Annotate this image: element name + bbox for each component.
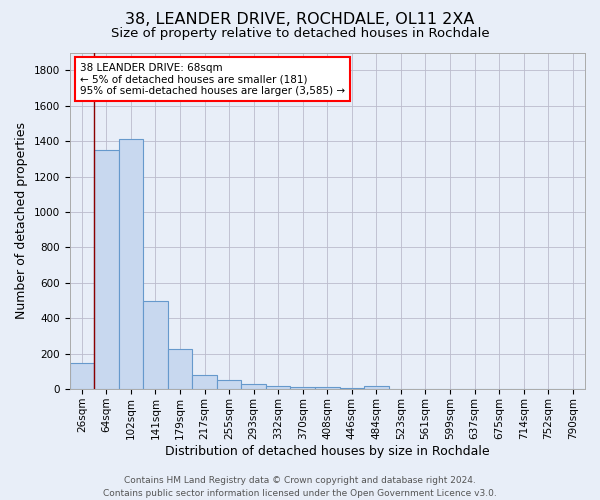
Text: 38, LEANDER DRIVE, ROCHDALE, OL11 2XA: 38, LEANDER DRIVE, ROCHDALE, OL11 2XA: [125, 12, 475, 28]
Bar: [143, 302, 168, 389]
Bar: [217, 380, 241, 389]
Y-axis label: Number of detached properties: Number of detached properties: [15, 122, 28, 320]
Text: Size of property relative to detached houses in Rochdale: Size of property relative to detached ho…: [110, 28, 490, 40]
Bar: [94, 150, 119, 389]
Bar: [364, 386, 389, 389]
Bar: [119, 140, 143, 389]
Text: 38 LEANDER DRIVE: 68sqm
← 5% of detached houses are smaller (181)
95% of semi-de: 38 LEANDER DRIVE: 68sqm ← 5% of detached…: [80, 62, 345, 96]
Bar: [168, 350, 192, 389]
Bar: [340, 388, 364, 389]
Text: Contains HM Land Registry data © Crown copyright and database right 2024.
Contai: Contains HM Land Registry data © Crown c…: [103, 476, 497, 498]
Bar: [290, 388, 315, 389]
Bar: [70, 364, 94, 389]
X-axis label: Distribution of detached houses by size in Rochdale: Distribution of detached houses by size …: [165, 444, 490, 458]
Bar: [315, 387, 340, 389]
Bar: [192, 375, 217, 389]
Bar: [241, 384, 266, 389]
Bar: [266, 386, 290, 389]
